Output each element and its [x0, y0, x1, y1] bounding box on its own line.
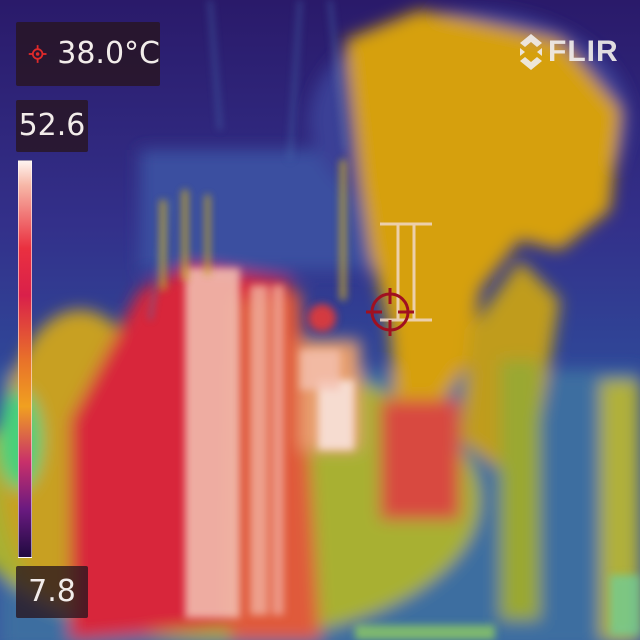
scale-max-label: 52.6: [18, 108, 86, 143]
scale-max-value: 52.6: [16, 100, 88, 152]
palette-color-bar: [18, 160, 32, 558]
spot-temperature-readout: 38.0°C: [16, 22, 160, 86]
spot-reticle-icon: [366, 288, 414, 336]
brand-logo: FLIR: [518, 30, 619, 74]
spot-temperature-value: 38.0°C: [57, 36, 160, 71]
scale-min-value: 7.8: [16, 566, 88, 618]
scale-min-label: 7.8: [28, 574, 76, 609]
brand-name: FLIR: [548, 35, 619, 68]
spot-crosshair: [366, 222, 432, 336]
flir-logo-icon: [520, 34, 542, 70]
spot-meter-icon: [28, 45, 47, 63]
